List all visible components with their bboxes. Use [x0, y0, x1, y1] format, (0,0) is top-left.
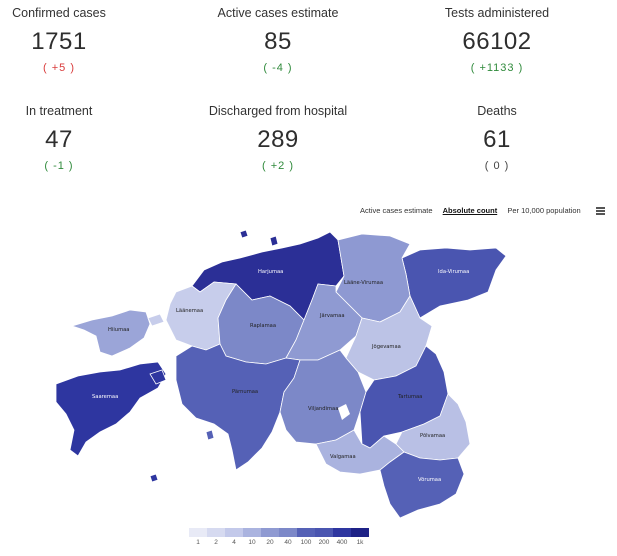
label-valgamaa: Valgamaa	[330, 454, 356, 460]
stat-value: 289	[257, 126, 299, 153]
island-kihnu	[205, 429, 215, 441]
stat-delta: ( +5 )	[43, 62, 75, 74]
label-viljandimaa: Viljandimaa	[308, 406, 338, 412]
stat-deaths: Deaths 61 ( 0 )	[397, 104, 597, 172]
stat-label: Discharged from hospital	[208, 104, 348, 118]
stat-delta: ( +2 )	[262, 160, 294, 172]
label-saaremaa: Saaremaa	[92, 394, 118, 400]
legend-tick: 10	[248, 539, 256, 546]
stat-label: Tests administered	[444, 6, 550, 20]
label-laane-virumaa: Lääne-Virumaa	[344, 280, 383, 286]
legend-swatch	[333, 528, 351, 537]
legend-tick: 200	[318, 539, 330, 546]
label-polvamaa: Põlvamaa	[420, 433, 445, 439]
county-vorumaa[interactable]	[379, 451, 465, 519]
stat-confirmed-cases: Confirmed cases 1751 ( +5 )	[0, 6, 159, 74]
stat-value: 66102	[462, 28, 532, 55]
stats-panel: Confirmed cases 1751 ( +5 ) Active cases…	[0, 0, 617, 200]
map-mode-toolbar: Active cases estimate Absolute count Per…	[360, 206, 605, 220]
stat-value: 85	[264, 28, 292, 55]
label-parnumaa: Pärnumaa	[232, 389, 258, 395]
mode-absolute-count[interactable]: Absolute count	[442, 206, 498, 215]
legend-tick: 2	[214, 539, 218, 546]
county-valgamaa[interactable]	[315, 429, 405, 475]
legend-swatch	[351, 528, 369, 537]
island-muhu	[149, 369, 167, 385]
legend-swatch	[315, 528, 333, 537]
label-harjumaa: Harjumaa	[258, 269, 283, 275]
county-ida-virumaa[interactable]	[401, 247, 507, 319]
legend-tick: 100	[300, 539, 312, 546]
legend-tick: 400	[336, 539, 348, 546]
stat-delta: ( +1133 )	[470, 62, 524, 74]
stat-in-treatment: In treatment 47 ( -1 )	[0, 104, 159, 172]
legend-swatch	[207, 528, 225, 537]
stat-delta: ( -4 )	[263, 62, 293, 74]
stat-value: 47	[45, 126, 73, 153]
island-prangli	[239, 229, 249, 239]
label-vorumaa: Võrumaa	[418, 477, 441, 483]
island-vormsi	[147, 313, 165, 327]
label-ida-virumaa: Ida-Virumaa	[438, 269, 469, 275]
color-scale-legend: 1 2 4 10 20 40 100 200 400 1k	[189, 528, 369, 554]
stat-label: Active cases estimate	[217, 6, 339, 20]
legend-tick: 40	[284, 539, 292, 546]
stat-value: 1751	[31, 28, 87, 55]
legend-swatch	[243, 528, 261, 537]
stat-delta: ( -1 )	[44, 160, 74, 172]
stat-delta: ( 0 )	[484, 160, 510, 172]
island-ruhnu	[149, 473, 159, 483]
label-laanemaa: Läänemaa	[176, 308, 203, 314]
legend-swatch	[297, 528, 315, 537]
legend-swatch	[189, 528, 207, 537]
lake-vortsjarv	[338, 404, 350, 420]
island-naissaar	[269, 235, 279, 247]
stat-value: 61	[483, 126, 511, 153]
stat-discharged: Discharged from hospital 289 ( +2 )	[178, 104, 378, 172]
label-jarvamaa: Järvamaa	[319, 313, 345, 319]
legend-tick: 1	[196, 539, 200, 546]
mode-per-10000[interactable]: Per 10,000 population	[507, 206, 581, 215]
stat-tests-administered: Tests administered 66102 ( +1133 )	[397, 6, 597, 74]
stat-label: In treatment	[25, 104, 93, 118]
county-hiiumaa[interactable]	[70, 309, 151, 357]
label-hiiumaa: Hiiumaa	[108, 327, 129, 333]
legend-tick: 20	[266, 539, 274, 546]
county-saaremaa[interactable]	[55, 361, 167, 457]
legend-color-bar	[189, 528, 369, 537]
legend-ticks: 1 2 4 10 20 40 100 200 400 1k	[189, 539, 369, 549]
legend-swatch	[279, 528, 297, 537]
stat-label: Deaths	[477, 104, 517, 118]
label-raplamaa: Raplamaa	[250, 323, 276, 329]
legend-swatch	[225, 528, 243, 537]
legend-tick: 1k	[356, 539, 364, 546]
stat-label: Confirmed cases	[12, 6, 106, 20]
estonia-county-map: Harjumaa Ida-Virumaa Lääne-Virumaa Lääne…	[55, 229, 507, 519]
hamburger-menu-icon[interactable]	[596, 207, 605, 215]
legend-tick: 4	[232, 539, 236, 546]
stat-active-cases: Active cases estimate 85 ( -4 )	[178, 6, 378, 74]
legend-swatch	[261, 528, 279, 537]
mode-active-cases[interactable]: Active cases estimate	[360, 206, 433, 215]
lake-peipsi	[426, 312, 476, 360]
label-tartumaa: Tartumaa	[397, 394, 422, 400]
label-jogevamaa: Jõgevamaa	[371, 344, 401, 350]
